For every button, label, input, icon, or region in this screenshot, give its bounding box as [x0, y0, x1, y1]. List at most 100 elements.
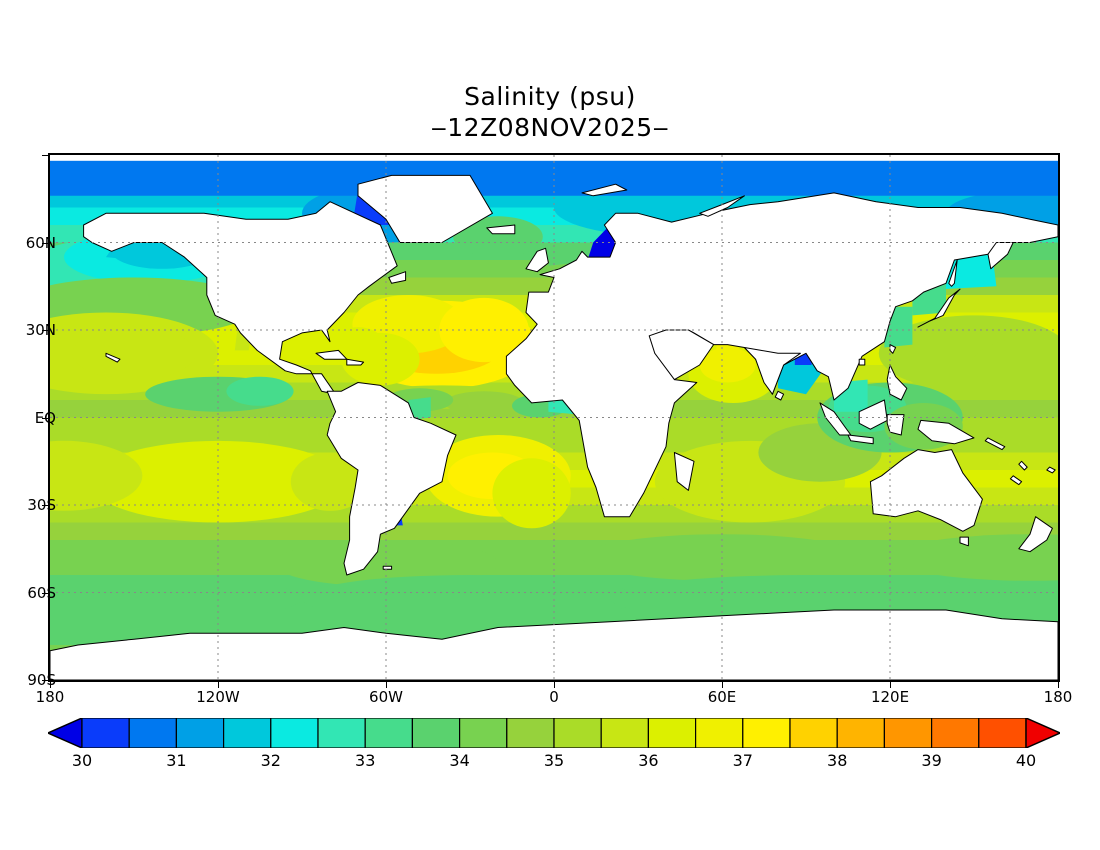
chart-subtitle: ‒12Z08NOV2025‒ — [430, 113, 670, 142]
salinity-feature — [50, 575, 302, 622]
map-region — [50, 155, 1058, 196]
x-axis-label: 180 — [35, 688, 65, 706]
colorbar-cell — [647, 718, 697, 748]
colorbar-tick-label: 33 — [355, 751, 376, 770]
x-axis-label: 120W — [196, 688, 240, 706]
polar-mask-north — [50, 155, 1058, 161]
map-region — [581, 183, 628, 197]
y-axis-tick — [42, 330, 48, 331]
colorbar-cell — [930, 718, 980, 748]
salinity-feature — [226, 376, 294, 406]
y-axis-tick — [42, 505, 48, 506]
colorbar-tick-label: 37 — [732, 751, 753, 770]
y-axis-label: 30N — [25, 321, 56, 339]
salinity-feature — [492, 458, 571, 529]
map-region — [1018, 460, 1028, 471]
x-axis-tick — [386, 682, 387, 688]
colorbar-cap-low — [48, 718, 83, 748]
map-region — [346, 358, 365, 366]
x-axis-label: 120E — [870, 688, 910, 706]
x-axis-tick — [1058, 682, 1059, 688]
map-region — [917, 419, 975, 445]
colorbar-cell — [270, 718, 319, 748]
y-axis-tick — [42, 593, 48, 594]
salinity-feature — [134, 449, 302, 503]
map-region — [948, 259, 958, 287]
x-axis-label: 60E — [707, 688, 737, 706]
colorbar-tick-label: 30 — [71, 751, 93, 770]
x-axis-tick — [722, 682, 723, 688]
colorbar-cell — [742, 718, 791, 748]
map-region — [858, 399, 888, 430]
salinity-feature — [890, 534, 1058, 581]
map-region — [858, 358, 866, 366]
map-region — [984, 437, 1006, 451]
y-axis-label: 90S — [27, 671, 56, 689]
colorbar-tick-label: 32 — [260, 751, 281, 770]
map-region — [326, 382, 457, 576]
map-region — [869, 449, 983, 532]
colorbar-cell — [600, 718, 650, 748]
map-region — [819, 402, 852, 436]
colorbar-cell — [506, 718, 555, 748]
colorbar-cell — [411, 718, 461, 748]
map-region — [105, 352, 121, 363]
y-axis-label: EQ — [34, 408, 56, 427]
y-axis-label: 60S — [27, 583, 56, 602]
salinity-feature — [72, 327, 196, 380]
map-region — [1018, 516, 1053, 553]
x-axis-tick — [554, 682, 555, 688]
colorbar-cell — [81, 718, 130, 748]
map-region — [548, 242, 577, 266]
x-axis-label: 60W — [369, 688, 403, 706]
y-axis-tick — [42, 243, 48, 244]
colorbar-cell — [364, 718, 414, 748]
colorbar-tick-label: 31 — [166, 751, 187, 770]
salinity-heatmap — [50, 155, 1058, 680]
y-axis-label: 30S — [27, 496, 56, 514]
y-axis-tick — [42, 418, 48, 419]
map-region — [673, 452, 695, 491]
map-region — [847, 434, 874, 445]
colorbar-cell — [883, 718, 933, 748]
map-region — [774, 390, 785, 401]
map-region — [716, 344, 739, 360]
salinity-feature — [453, 216, 543, 258]
salinity-feature — [290, 452, 370, 511]
map-region — [83, 201, 398, 395]
colorbar-cell — [978, 718, 1027, 748]
colorbar-tick-label: 40 — [1015, 751, 1037, 770]
y-axis-tick — [42, 155, 48, 156]
x-axis-tick — [890, 682, 891, 688]
colorbar-cell — [223, 718, 272, 748]
salinity-feature — [50, 440, 143, 511]
colorbar — [48, 718, 1060, 748]
colorbar-tick-label: 34 — [449, 751, 470, 770]
colorbar-cell — [836, 718, 886, 748]
map-region — [743, 347, 801, 395]
colorbar-cell — [789, 718, 838, 748]
map-region — [886, 414, 905, 436]
map-region — [525, 247, 549, 273]
y-axis-tick — [42, 680, 48, 681]
colorbar-tick-label: 39 — [921, 751, 942, 770]
colorbar-cap-high — [1025, 718, 1060, 748]
colorbar-cell — [317, 718, 366, 748]
map-region — [886, 364, 908, 401]
colorbar-cell — [175, 718, 225, 748]
salinity-zonal-band — [50, 522, 1058, 540]
colorbar-tick-label: 36 — [638, 751, 659, 770]
colorbar-tick-label: 35 — [543, 751, 565, 770]
map-region — [382, 565, 393, 570]
colorbar-cell — [128, 718, 177, 748]
salinity-feature — [699, 347, 756, 383]
map-region — [486, 224, 516, 235]
salinity-feature — [302, 575, 638, 622]
chart-title: Salinity (psu) — [464, 82, 636, 111]
map-region — [699, 195, 745, 217]
x-axis-label: 180 — [1043, 688, 1073, 706]
salinity-feature — [671, 467, 784, 520]
colorbar-cell — [459, 718, 508, 748]
salinity-feature — [444, 391, 524, 415]
